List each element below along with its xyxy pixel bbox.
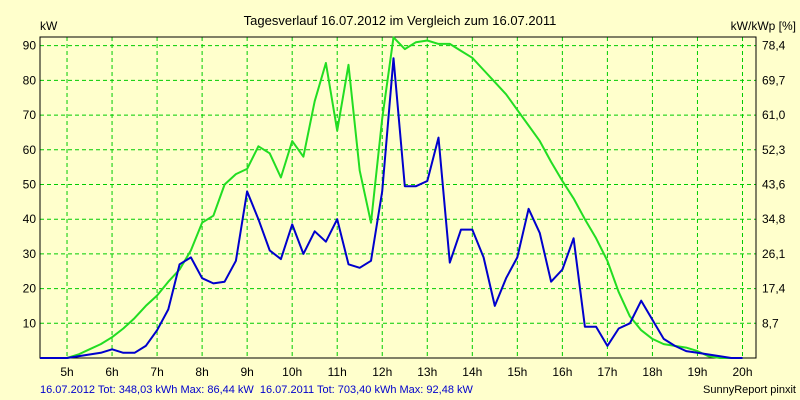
x-tick-label: 6h — [105, 365, 118, 379]
x-tick-label: 16h — [552, 365, 572, 379]
y-tick-label-left: 20 — [23, 282, 37, 296]
x-tick-label: 19h — [687, 365, 707, 379]
y-axis-label-left: kW — [40, 19, 58, 33]
y-tick-label-left: 70 — [23, 108, 37, 122]
x-tick-label: 9h — [240, 365, 253, 379]
legend-entry-2012: 16.07.2012 Tot: 348,03 kWh Max: 86,44 kW — [40, 384, 254, 396]
y-axis-label-right: kW/kWp [%] — [731, 19, 796, 33]
x-tick-label: 10h — [282, 365, 302, 379]
y-tick-label-right: 61,0 — [762, 108, 786, 122]
y-tick-label-left: 10 — [23, 316, 37, 330]
y-tick-label-right: 52,3 — [762, 143, 786, 157]
x-tick-label: 20h — [732, 365, 752, 379]
legend-entry-2011: 16.07.2011 Tot: 703,40 kWh Max: 92,48 kW — [260, 384, 474, 396]
y-tick-label-left: 30 — [23, 247, 37, 261]
series-line-16.07.2011 — [40, 36, 743, 359]
y-tick-label-left: 40 — [23, 212, 37, 226]
y-axis-left: 10 20 30 40 50 60 70 80 90 — [23, 39, 37, 331]
x-tick-label: 14h — [462, 365, 482, 379]
y-tick-label-right: 17,4 — [762, 282, 786, 296]
x-tick-label: 5h — [60, 365, 73, 379]
x-tick-label: 17h — [597, 365, 617, 379]
chart-title: Tagesverlauf 16.07.2012 im Vergleich zum… — [244, 13, 557, 28]
y-tick-label-right: 26,1 — [762, 247, 786, 261]
x-tick-label: 8h — [195, 365, 208, 379]
x-tick-label: 18h — [642, 365, 662, 379]
x-tick-label: 13h — [417, 365, 437, 379]
y-tick-label-left: 50 — [23, 177, 37, 191]
y-tick-label-left: 80 — [23, 73, 37, 87]
y-tick-label-left: 90 — [23, 39, 37, 53]
credit-label: SunnyReport pinxit — [703, 384, 796, 396]
legend: 16.07.2012 Tot: 348,03 kWh Max: 86,44 kW… — [40, 384, 473, 396]
plot-frame — [39, 36, 757, 359]
y-axis-right: 8,7 17,4 26,1 34,8 43,6 52,3 61,0 69,7 78,4 — [762, 39, 786, 331]
y-tick-label-right: 34,8 — [762, 212, 786, 226]
x-tick-label: 11h — [328, 365, 347, 379]
y-tick-label-right: 43,6 — [762, 177, 786, 191]
series-line-16.07.2012 — [40, 57, 743, 359]
y-tick-label-right: 78,4 — [762, 39, 786, 53]
x-tick-label: 7h — [150, 365, 163, 379]
series-lines — [40, 36, 743, 359]
y-tick-label-left: 60 — [23, 143, 37, 157]
y-tick-label-right: 69,7 — [762, 73, 786, 87]
y-tick-label-right: 8,7 — [762, 316, 779, 330]
x-tick-label: 12h — [372, 365, 392, 379]
x-axis: 5h 6h 7h 8h 9h 10h 11h 12h 13h 14h 15h 16h 17h 18h 19h… — [60, 365, 752, 379]
x-tick-label: 15h — [507, 365, 527, 379]
grid — [40, 37, 756, 358]
